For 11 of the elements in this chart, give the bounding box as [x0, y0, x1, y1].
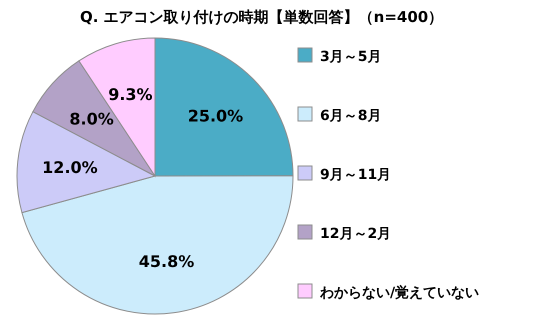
legend-label: 3月～5月: [320, 49, 382, 65]
data-label: 9.3%: [108, 85, 153, 104]
chart-title: Q. エアコン取り付けの時期【単数回答】（n=400）: [80, 8, 444, 26]
data-label: 45.8%: [138, 252, 194, 271]
data-label: 25.0%: [188, 106, 244, 126]
data-label: 12.0%: [42, 158, 98, 177]
legend-label: 9月～11月: [320, 167, 392, 183]
legend-label: 12月～2月: [320, 226, 392, 242]
legend-label: 6月～8月: [320, 108, 382, 124]
legend-label: わからない/覚えていない: [319, 284, 480, 301]
data-label: 8.0%: [69, 110, 114, 129]
